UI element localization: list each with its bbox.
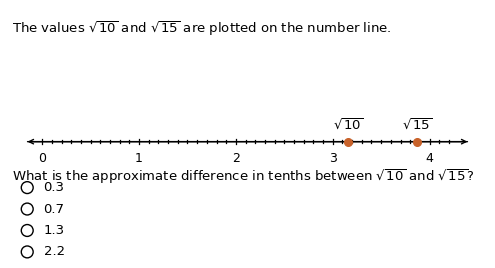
Text: 2: 2 (232, 152, 240, 165)
Text: 1: 1 (135, 152, 143, 165)
Text: The values $\sqrt{10}$ and $\sqrt{15}$ are plotted on the number line.: The values $\sqrt{10}$ and $\sqrt{15}$ a… (12, 19, 392, 38)
Text: What is the approximate difference in tenths between $\sqrt{10}$ and $\sqrt{15}$: What is the approximate difference in te… (12, 168, 475, 186)
Text: 1.3: 1.3 (44, 224, 65, 237)
Text: 3: 3 (329, 152, 337, 165)
Text: 2.2: 2.2 (44, 245, 65, 258)
Text: $\sqrt{15}$: $\sqrt{15}$ (402, 117, 433, 133)
Text: 0: 0 (38, 152, 46, 165)
Text: 4: 4 (426, 152, 434, 165)
Text: $\sqrt{10}$: $\sqrt{10}$ (333, 117, 364, 133)
Text: 0.3: 0.3 (44, 181, 64, 194)
Text: 0.7: 0.7 (44, 203, 64, 215)
